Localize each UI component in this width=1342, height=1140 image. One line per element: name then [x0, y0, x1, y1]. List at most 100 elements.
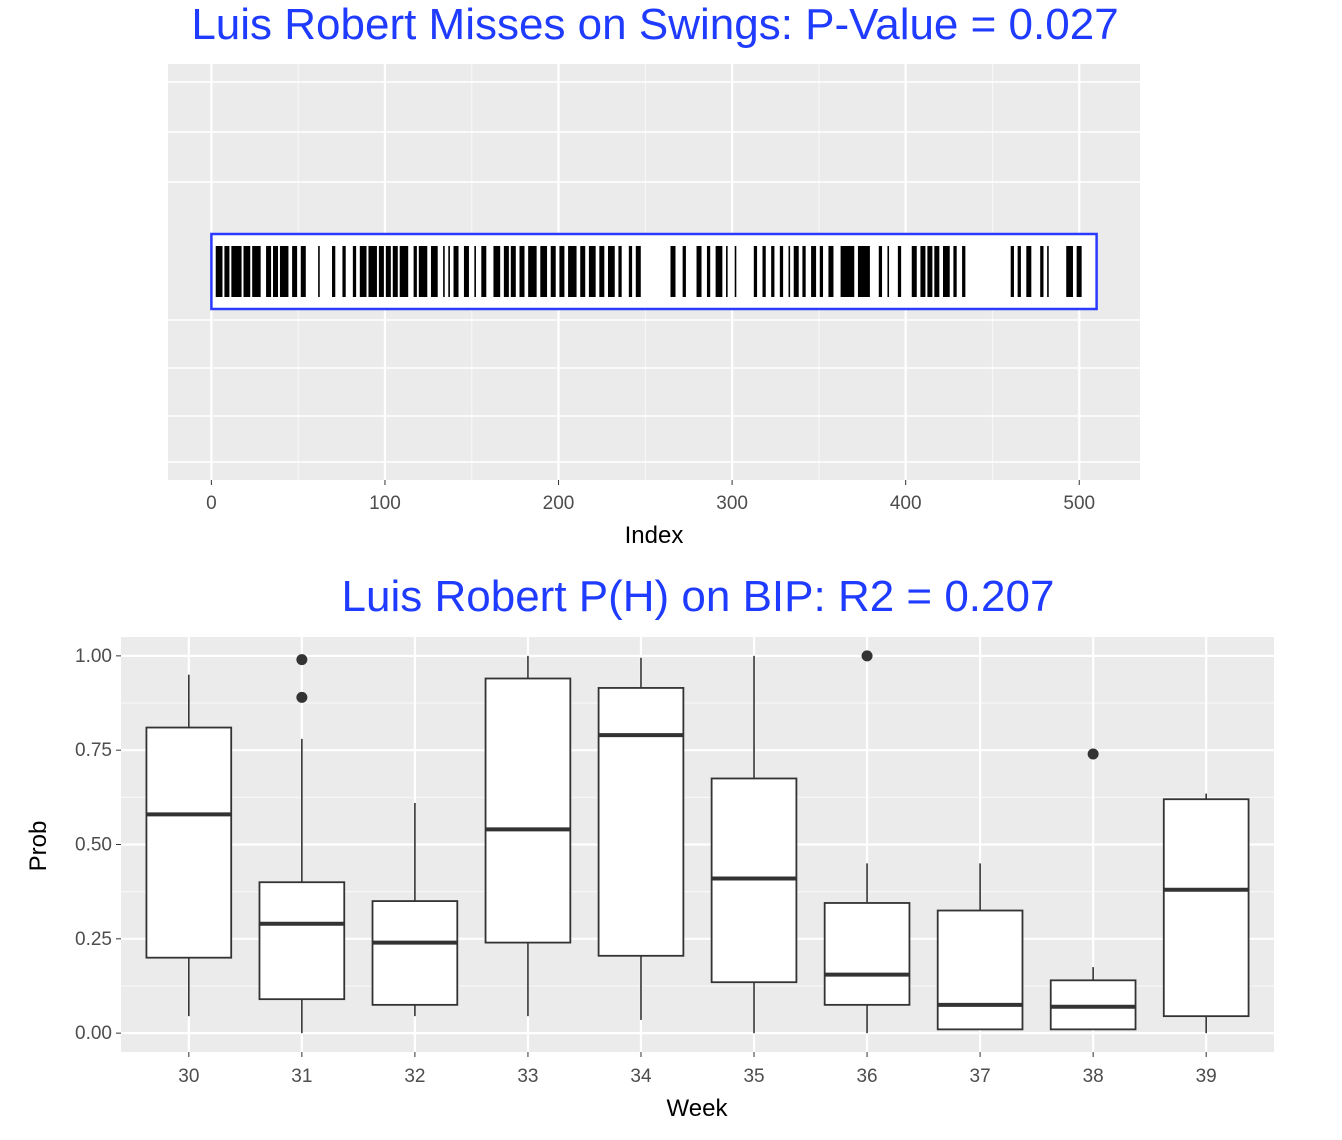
chart2-y-tick-label: 0.50 — [75, 835, 112, 856]
chart1-miss-mark — [635, 246, 641, 297]
chart1-miss-mark — [352, 246, 357, 297]
chart1-miss-mark — [927, 246, 933, 297]
chart1-x-tick-label: 100 — [369, 493, 401, 514]
chart2-box-week-35 — [710, 655, 798, 1034]
chart1-miss-mark — [279, 246, 289, 297]
chart1-miss-mark — [385, 246, 391, 297]
chart1-miss-mark — [273, 246, 279, 297]
chart1-miss-mark — [1017, 246, 1021, 297]
chart1-miss-mark — [628, 246, 633, 297]
chart1-miss-mark — [332, 246, 336, 297]
chart2-x-tick-label: 39 — [1196, 1066, 1217, 1087]
chart1-miss-mark — [224, 246, 230, 297]
chart1-miss-mark — [368, 246, 377, 297]
chart1-miss-mark — [252, 246, 261, 297]
chart1-miss-mark — [266, 246, 272, 297]
chart2-box-week-31 — [258, 654, 346, 1034]
chart1-miss-mark — [418, 246, 428, 297]
chart1-miss-mark — [588, 246, 596, 297]
chart1-miss-mark — [934, 246, 940, 297]
chart2-x-tick-label: 37 — [970, 1066, 991, 1087]
chart1-miss-mark — [550, 246, 556, 297]
chart1-miss-mark — [897, 246, 902, 297]
chart1-miss-mark — [1076, 246, 1082, 297]
chart1-miss-mark — [443, 246, 445, 297]
chart1-miss-mark — [493, 246, 501, 297]
chart2-iqr-box — [597, 687, 685, 957]
chart1-x-ticks: 0 100 200 300 400 500 — [206, 480, 1095, 514]
chart1-miss-mark — [726, 246, 728, 297]
chart1-miss-mark — [540, 246, 548, 297]
chart1-miss-mark — [378, 246, 384, 297]
chart2-title: Luis Robert P(H) on BIP: R2 = 0.207 — [341, 572, 1055, 621]
chart2-x-tick-label: 36 — [856, 1066, 877, 1087]
chart1-miss-mark — [753, 246, 758, 297]
chart2-y-tick-label: 0.75 — [75, 740, 112, 761]
chart1-miss-mark — [802, 246, 806, 297]
chart2-box-week-37 — [936, 863, 1024, 1031]
chart1-miss-mark — [793, 246, 799, 297]
chart-misses-on-swings: 0 100 200 300 400 500 Index — [168, 64, 1140, 549]
chart1-miss-mark — [568, 246, 577, 297]
chart1-miss-mark — [559, 246, 565, 297]
chart2-x-tick-label: 38 — [1083, 1066, 1104, 1087]
chart1-miss-mark — [887, 246, 890, 297]
chart2-iqr-box — [145, 726, 233, 959]
chart1-miss-mark — [231, 246, 242, 297]
chart1-miss-mark — [413, 246, 417, 297]
chart2-y-tick-label: 1.00 — [75, 646, 112, 667]
chart1-miss-marks — [212, 235, 1096, 308]
chart1-miss-mark — [481, 246, 487, 297]
chart2-box-week-33 — [484, 655, 572, 1017]
chart2-iqr-box — [1162, 798, 1250, 1018]
chart1-miss-mark — [911, 246, 917, 297]
chart1-miss-mark — [453, 246, 459, 297]
chart2-x-ticks: 30 31 32 33 34 35 36 37 38 39 — [178, 1052, 1217, 1087]
chart1-miss-mark — [942, 246, 950, 297]
chart1-miss-mark — [696, 246, 702, 297]
chart1-x-tick-label: 300 — [716, 493, 748, 514]
chart1-miss-mark — [463, 246, 469, 297]
chart1-miss-mark — [608, 246, 615, 297]
chart1-miss-mark — [1066, 246, 1073, 297]
chart1-miss-mark — [618, 246, 622, 297]
chart1-x-axis-label: Index — [625, 522, 684, 549]
chart1-miss-mark — [828, 246, 834, 297]
chart1-miss-mark — [706, 246, 711, 297]
chart1-miss-mark — [840, 246, 855, 297]
chart2-box-week-36 — [823, 650, 911, 1034]
chart1-miss-mark — [503, 246, 509, 297]
chart1-miss-mark — [318, 246, 320, 297]
chart1-miss-mark — [715, 246, 723, 297]
chart2-box-week-34 — [597, 657, 685, 1020]
chart1-miss-mark — [771, 246, 775, 297]
chart1-x-tick-label: 400 — [890, 493, 922, 514]
chart1-x-tick-label: 200 — [543, 493, 575, 514]
chart1-miss-mark — [392, 246, 398, 297]
chart2-x-tick-label: 31 — [291, 1066, 312, 1087]
chart1-miss-mark — [878, 246, 883, 297]
chart2-x-tick-label: 35 — [743, 1066, 764, 1087]
chart1-miss-mark — [1026, 246, 1032, 297]
chart2-x-tick-label: 33 — [517, 1066, 538, 1087]
chart2-boxes — [145, 650, 1250, 1034]
chart2-box-week-30 — [145, 674, 233, 1017]
chart2-x-tick-label: 34 — [630, 1066, 652, 1087]
chart1-miss-mark — [243, 246, 251, 297]
chart1-miss-mark — [474, 246, 476, 297]
chart2-x-axis-label: Week — [667, 1095, 729, 1122]
chart1-miss-mark — [300, 246, 306, 297]
chart1-miss-mark — [953, 246, 957, 297]
chart1-sequence-frame — [210, 232, 1098, 311]
chart1-miss-mark — [359, 246, 367, 297]
chart1-miss-mark — [819, 246, 824, 297]
chart1-miss-mark — [399, 246, 409, 297]
chart1-miss-mark — [215, 246, 223, 297]
chart1-x-tick-label: 0 — [206, 493, 217, 514]
chart1-miss-mark — [342, 246, 346, 297]
chart1-miss-mark — [1010, 246, 1014, 297]
chart2-outlier-point — [1087, 748, 1099, 760]
chart2-x-tick-label: 32 — [404, 1066, 425, 1087]
chart2-y-tick-label: 0.00 — [75, 1023, 112, 1044]
